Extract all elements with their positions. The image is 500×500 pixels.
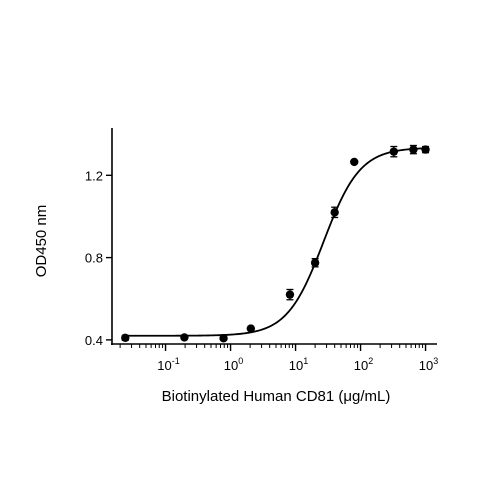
x-tick-label: 101	[289, 356, 308, 373]
y-tick-label: 1.2	[85, 168, 103, 183]
data-point-group	[330, 206, 339, 219]
x-tick-label: 103	[419, 356, 438, 373]
data-points-group	[121, 144, 430, 343]
data-point	[409, 145, 418, 154]
data-point-group	[350, 157, 359, 167]
data-point	[389, 147, 399, 156]
data-point	[180, 333, 189, 342]
data-point-group	[180, 333, 189, 342]
x-axis-title: Biotinylated Human CD81 (μg/mL)	[162, 388, 391, 405]
data-point	[310, 258, 320, 267]
fit-curve	[122, 147, 427, 337]
x-tick-label: 102	[354, 356, 373, 373]
data-point-group	[246, 324, 256, 333]
data-point-group	[121, 333, 130, 343]
data-point	[219, 334, 228, 343]
data-point-group	[409, 144, 418, 155]
data-point-group	[219, 334, 228, 343]
y-axis-title: OD450 nm	[33, 205, 50, 278]
data-point	[330, 208, 339, 217]
data-point-group	[285, 288, 295, 301]
fit-curve-group	[122, 147, 427, 337]
y-tick-label: 0.4	[85, 333, 103, 348]
data-point-group	[310, 257, 320, 268]
data-point	[121, 333, 130, 343]
data-point-group	[421, 145, 430, 154]
y-tick-label: 0.8	[85, 251, 103, 266]
x-tick-label: 10-1	[157, 356, 179, 373]
x-tick-label: 100	[224, 356, 243, 373]
data-point-group	[389, 145, 399, 158]
data-point	[350, 157, 359, 167]
data-point	[285, 290, 295, 299]
data-point	[246, 324, 256, 333]
axes: 0.4 0.8 1.2 10-1 100 101 102 103	[85, 128, 438, 373]
data-point	[421, 145, 430, 154]
